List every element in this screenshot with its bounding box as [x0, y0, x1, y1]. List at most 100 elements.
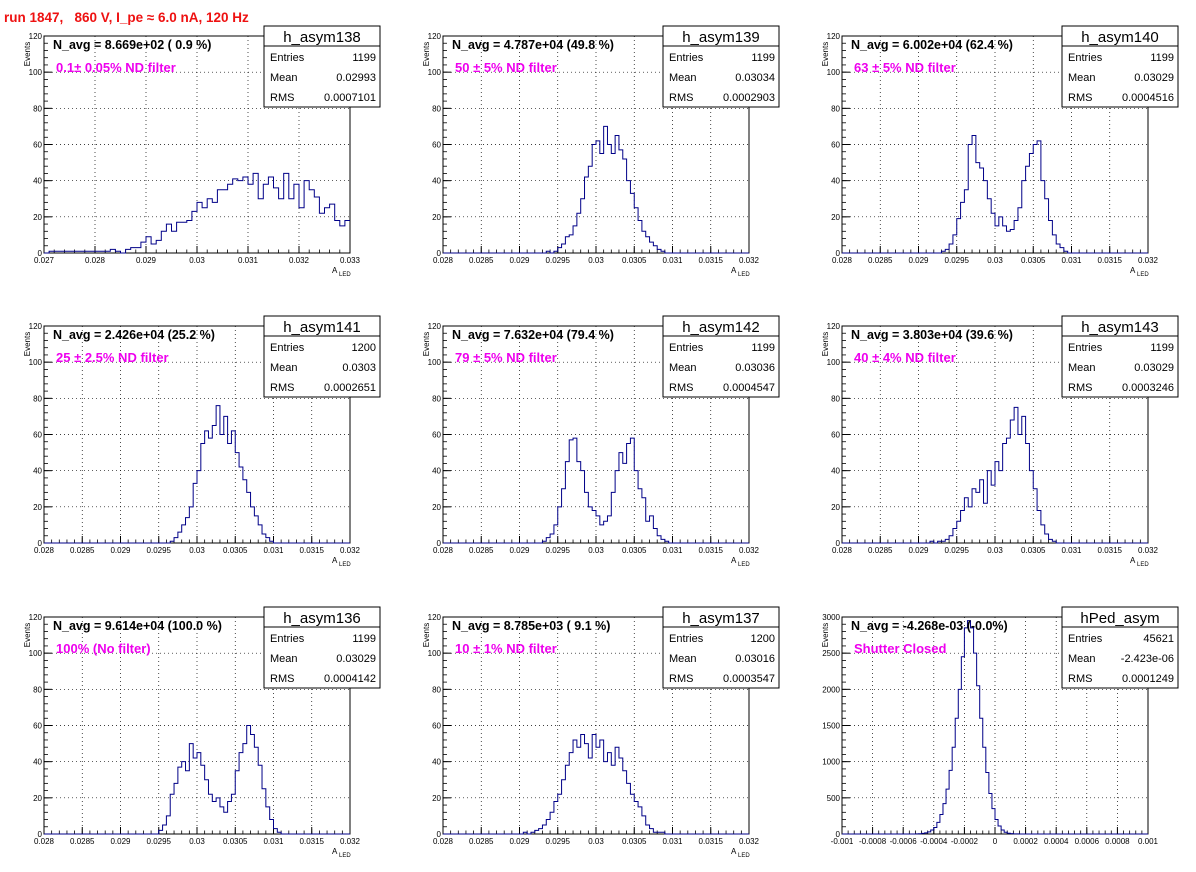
histogram-bin [1037, 510, 1041, 543]
x-tick-label: 0.0305 [223, 546, 248, 555]
x-tick-label: 0.028 [832, 256, 853, 265]
x-tick-label: 0.028 [34, 837, 55, 846]
histogram-bin [573, 226, 577, 253]
histogram-bin [1056, 244, 1060, 253]
histogram-bin [585, 744, 589, 834]
stat-label: Mean [270, 653, 298, 665]
histogram-bin [193, 758, 197, 834]
histogram-bin [335, 220, 340, 253]
y-tick-label: 40 [33, 177, 42, 186]
y-tick-label: 120 [29, 613, 43, 622]
y-tick-label: 100 [428, 358, 442, 367]
histogram-bin [174, 538, 178, 543]
filter-label: 100% (No filter) [56, 641, 151, 656]
stat-label: Entries [669, 52, 704, 64]
y-tick-label: 120 [827, 322, 841, 331]
histogram-bin [957, 219, 961, 253]
histogram-bin [110, 249, 115, 253]
stat-value: 0.0004547 [723, 382, 775, 394]
histogram-name: h_asym136 [283, 610, 361, 627]
y-tick-label: 20 [432, 213, 441, 222]
histogram-bin [573, 740, 577, 834]
histogram-bin [627, 783, 631, 834]
histogram-bin [1010, 229, 1014, 253]
histogram-bin [136, 248, 141, 253]
histogram-bin [247, 492, 251, 543]
histogram-bin [220, 435, 224, 544]
histogram-bin [585, 177, 589, 253]
y-axis-label: Events [821, 332, 830, 356]
histogram-bin [212, 202, 217, 253]
histogram-bin [976, 163, 980, 253]
y-axis-label: Events [23, 332, 32, 356]
stats-box: h_asym140 Entries 1199 Mean 0.03029 RMS 0.0004… [1061, 25, 1179, 108]
n-avg-label: N_avg = 8.669e+02 ( 0.9 %) [53, 38, 211, 52]
stat-label: RMS [1068, 382, 1092, 394]
histogram-bin [274, 829, 278, 834]
x-tick-label: 0.029 [110, 546, 131, 555]
y-tick-label: 60 [432, 431, 441, 440]
histogram-bin [201, 765, 205, 834]
histogram-bin [945, 249, 949, 253]
histogram-bin [615, 135, 619, 253]
stat-value: 0.03036 [735, 362, 775, 374]
histogram-bin [266, 807, 270, 834]
x-tick-label: 0.0285 [469, 546, 494, 555]
histogram-bin [646, 521, 650, 543]
histogram-bin [186, 518, 190, 543]
histogram-line [44, 725, 350, 835]
histogram-bin [642, 231, 646, 253]
stat-label: Mean [1068, 653, 1096, 665]
x-tick-label: 0.0315 [300, 837, 325, 846]
x-tick-label: 0.028 [85, 256, 106, 265]
y-tick-label: 80 [33, 685, 42, 694]
histogram-bin [607, 145, 611, 254]
histogram-bin [174, 783, 178, 834]
histogram-bin [968, 507, 972, 543]
x-tick-label: 0.029 [509, 837, 530, 846]
histogram-bin [251, 507, 255, 543]
histogram-bin [216, 406, 220, 543]
stat-label: Entries [669, 633, 704, 645]
stats-box: h_asym139 Entries 1199 Mean 0.03034 RMS 0.0002… [662, 25, 780, 108]
stats-box-frame [1061, 606, 1179, 689]
n-avg-label: N_avg = 2.426e+04 (25.2 %) [53, 328, 215, 342]
x-tick-label: 0.0295 [147, 837, 172, 846]
stat-value: 1199 [1150, 342, 1174, 354]
x-tick-label: 0.03 [588, 837, 604, 846]
histogram-bin [233, 179, 238, 253]
stats-box: h_asym143 Entries 1199 Mean 0.03029 RMS 0.0003… [1061, 315, 1179, 398]
histogram-bin [243, 744, 247, 834]
stat-label: Entries [270, 633, 305, 645]
histogram-bin [163, 825, 167, 834]
x-axis-label: A [332, 266, 338, 275]
x-tick-label: 0.0315 [300, 546, 325, 555]
stat-value: 0.03029 [1134, 362, 1174, 374]
histogram-bin [600, 154, 604, 253]
y-tick-label: 20 [831, 213, 840, 222]
histogram-bin [1006, 438, 1010, 543]
n-avg-label: N_avg = 6.002e+04 (62.4 %) [851, 38, 1013, 52]
histogram-panel: 0.028 0.0285 0.029 0.0295 0.03 0.0305 0.031 0.0… [422, 606, 780, 859]
filter-label: Shutter Closed [854, 641, 947, 656]
stat-label: Entries [270, 52, 305, 64]
histogram-bin [220, 807, 224, 834]
histogram-line [842, 620, 1148, 835]
stats-box-frame [662, 606, 780, 689]
y-tick-label: 60 [33, 431, 42, 440]
histogram-bin [217, 190, 222, 253]
histogram-bin [634, 801, 638, 834]
y-tick-label: 2500 [822, 649, 840, 658]
x-tick-label: 0.0285 [70, 546, 95, 555]
histogram-bin [967, 621, 970, 834]
y-tick-label: 0 [836, 249, 841, 258]
histogram-bin [141, 242, 146, 253]
histogram-bin [156, 240, 161, 253]
histogram-panel: 0.028 0.0285 0.029 0.0295 0.03 0.0305 0.031 0.0… [821, 25, 1179, 278]
histogram-bin [546, 820, 550, 834]
stat-label: RMS [1068, 673, 1092, 685]
y-tick-label: 120 [29, 322, 43, 331]
stat-label: Mean [270, 72, 298, 84]
histogram-bin [569, 235, 573, 253]
x-tick-label: 0.031 [1061, 256, 1082, 265]
